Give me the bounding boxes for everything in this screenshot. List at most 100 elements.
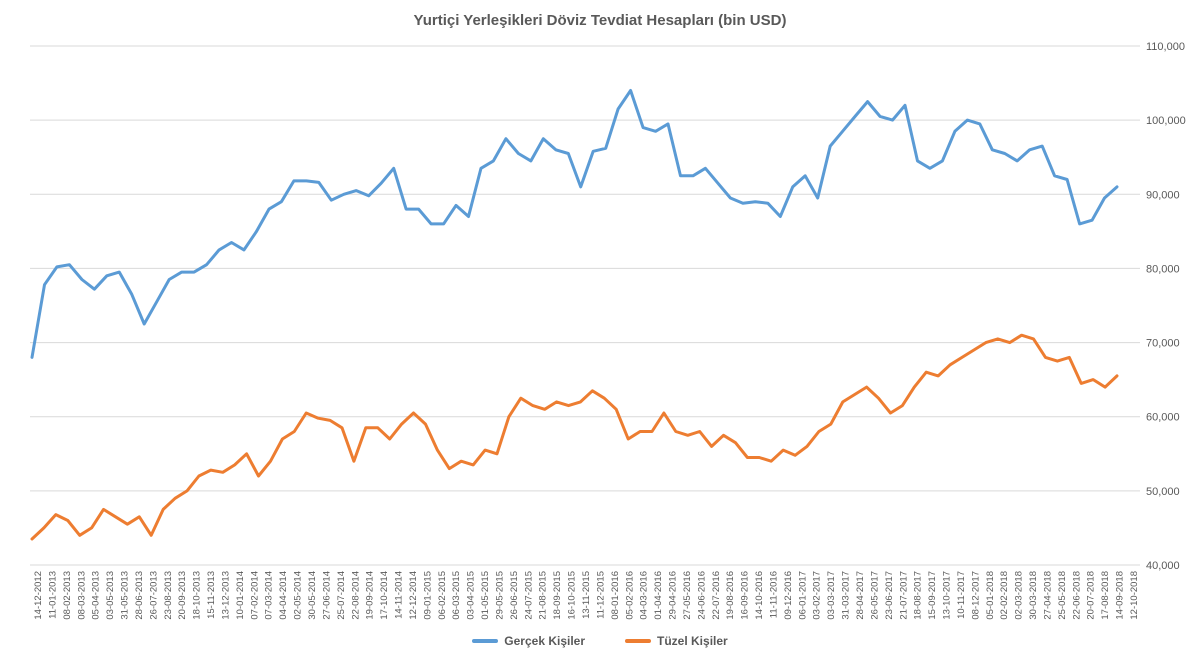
x-tick-label: 23-06-2017 — [884, 571, 895, 620]
x-tick-label: 08-02-2013 — [62, 571, 73, 620]
x-tick-label: 20-07-2018 — [1086, 571, 1097, 620]
x-tick-label: 31-03-2017 — [841, 571, 852, 620]
x-tick-label: 08-03-2013 — [76, 571, 87, 620]
y-tick-label: 90,000 — [1146, 189, 1180, 201]
x-tick-label: 04-04-2014 — [278, 571, 289, 620]
x-tick-label: 17-08-2018 — [1100, 571, 1111, 620]
legend-swatch-gercek — [472, 639, 499, 643]
x-tick-label: 10-01-2014 — [235, 571, 246, 620]
x-tick-label: 11-11-2016 — [768, 571, 779, 618]
x-tick-label: 08-01-2016 — [610, 571, 621, 620]
x-tick-label: 19-09-2014 — [365, 571, 376, 620]
x-tick-label: 24-06-2016 — [696, 571, 707, 620]
x-tick-label: 26-07-2013 — [148, 571, 159, 620]
x-tick-label: 25-05-2018 — [1057, 571, 1068, 620]
x-tick-label: 14-09-2018 — [1115, 571, 1126, 620]
x-tick-label: 02-05-2014 — [293, 571, 304, 620]
x-tick-label: 28-06-2013 — [134, 571, 145, 620]
x-tick-label: 11-01-2013 — [47, 571, 58, 619]
x-tick-label: 12-12-2014 — [408, 571, 419, 620]
legend-label-tuzel: Tüzel Kişiler — [657, 634, 728, 648]
y-tick-label: 110,000 — [1146, 41, 1185, 53]
gridlines — [30, 45, 1140, 566]
x-tick-label: 05-02-2016 — [624, 571, 635, 620]
x-tick-label: 19-08-2016 — [725, 571, 736, 620]
x-tick-label: 03-03-2017 — [826, 571, 837, 620]
series-line-tuzel-kisiler — [30, 333, 1119, 541]
y-tick-label: 70,000 — [1146, 338, 1180, 350]
x-tick-label: 13-12-2013 — [220, 571, 231, 620]
x-tick-label: 29-05-2015 — [494, 571, 505, 620]
x-tick-label: 12-10-2018 — [1129, 571, 1140, 620]
x-tick-label: 17-10-2014 — [379, 571, 390, 620]
x-tick-label: 03-02-2017 — [812, 571, 823, 620]
x-tick-label: 18-09-2015 — [552, 571, 563, 620]
x-tick-label: 05-01-2018 — [985, 571, 996, 620]
y-tick-label: 100,000 — [1146, 115, 1186, 127]
x-tick-label: 27-04-2018 — [1042, 571, 1053, 620]
x-tick-label: 31-05-2013 — [120, 571, 131, 620]
x-tick-label: 05-04-2013 — [91, 571, 102, 620]
x-tick-label: 18-08-2017 — [913, 571, 924, 620]
x-tick-label: 07-03-2014 — [264, 571, 275, 620]
legend-swatch-tuzel — [625, 639, 652, 643]
legend-label-gercek: Gerçek Kişiler — [504, 634, 586, 648]
y-tick-label: 50,000 — [1146, 486, 1180, 498]
x-tick-label: 27-06-2014 — [321, 571, 332, 620]
y-tick-label: 40,000 — [1146, 560, 1180, 572]
x-tick-label: 14-10-2016 — [754, 571, 765, 620]
x-tick-label: 04-03-2016 — [639, 571, 650, 620]
x-tick-label: 13-11-2015 — [581, 571, 592, 619]
x-tick-label: 02-02-2018 — [999, 571, 1010, 620]
x-tick-label: 16-10-2015 — [567, 571, 578, 620]
x-tick-label: 27-05-2016 — [682, 571, 693, 620]
y-axis-ticks: 40,000 50,000 60,000 70,000 80,000 90,000 100,… — [1146, 41, 1186, 572]
x-tick-label: 30-05-2014 — [307, 571, 318, 620]
legend: Gerçek Kişiler Tüzel Kişiler — [0, 634, 1200, 648]
x-tick-label: 21-08-2015 — [538, 571, 549, 620]
x-tick-label: 25-07-2014 — [336, 571, 347, 620]
x-tick-label: 22-06-2018 — [1071, 571, 1082, 620]
x-tick-label: 30-03-2018 — [1028, 571, 1039, 620]
x-tick-label: 15-11-2013 — [206, 571, 217, 619]
x-tick-label: 24-07-2015 — [523, 571, 534, 620]
x-tick-label: 16-09-2016 — [740, 571, 751, 620]
x-tick-label: 09-12-2016 — [783, 571, 794, 620]
x-tick-label: 23-08-2013 — [163, 571, 174, 620]
x-tick-label: 28-04-2017 — [855, 571, 866, 620]
x-tick-label: 08-12-2017 — [970, 571, 981, 620]
x-tick-label: 20-09-2013 — [177, 571, 188, 620]
x-tick-label: 21-07-2017 — [898, 571, 909, 620]
x-tick-label: 26-06-2015 — [509, 571, 520, 620]
x-tick-label: 22-07-2016 — [711, 571, 722, 620]
x-tick-label: 10-11-2017 — [956, 571, 967, 619]
chart-title: Yurtiçi Yerleşikleri Döviz Tevdiat Hesap… — [413, 12, 787, 29]
series-line-gercek-kisiler — [30, 89, 1119, 359]
legend-item-tuzel-kisiler[interactable]: Tüzel Kişiler — [625, 634, 728, 648]
x-tick-label: 14-12-2012 — [33, 571, 44, 620]
y-tick-label: 80,000 — [1146, 263, 1180, 275]
x-tick-label: 14-11-2014 — [394, 571, 405, 619]
x-tick-label: 06-02-2015 — [437, 571, 448, 620]
x-tick-label: 09-01-2015 — [422, 571, 433, 620]
x-tick-label: 01-05-2015 — [480, 571, 491, 620]
x-tick-label: 11-12-2015 — [595, 571, 606, 619]
x-tick-label: 13-10-2017 — [942, 571, 953, 620]
x-tick-label: 06-01-2017 — [797, 571, 808, 620]
series-lines — [30, 89, 1119, 541]
x-tick-label: 29-04-2016 — [668, 571, 679, 620]
legend-item-gercek-kisiler[interactable]: Gerçek Kişiler — [472, 634, 585, 648]
x-tick-label: 06-03-2015 — [451, 571, 462, 620]
x-tick-label: 02-03-2018 — [1014, 571, 1025, 620]
x-axis-ticks: 14-12-2012 11-01-2013 08-02-2013 08-03-2013… — [33, 571, 1140, 620]
x-tick-label: 22-08-2014 — [350, 571, 361, 620]
x-tick-label: 26-05-2017 — [869, 571, 880, 620]
x-tick-label: 18-10-2013 — [192, 571, 203, 620]
x-tick-label: 15-09-2017 — [927, 571, 938, 620]
x-tick-label: 03-05-2013 — [105, 571, 116, 620]
x-tick-label: 01-04-2016 — [653, 571, 664, 620]
y-tick-label: 60,000 — [1146, 412, 1180, 424]
x-tick-label: 07-02-2014 — [249, 571, 260, 620]
x-tick-label: 03-04-2015 — [466, 571, 477, 620]
